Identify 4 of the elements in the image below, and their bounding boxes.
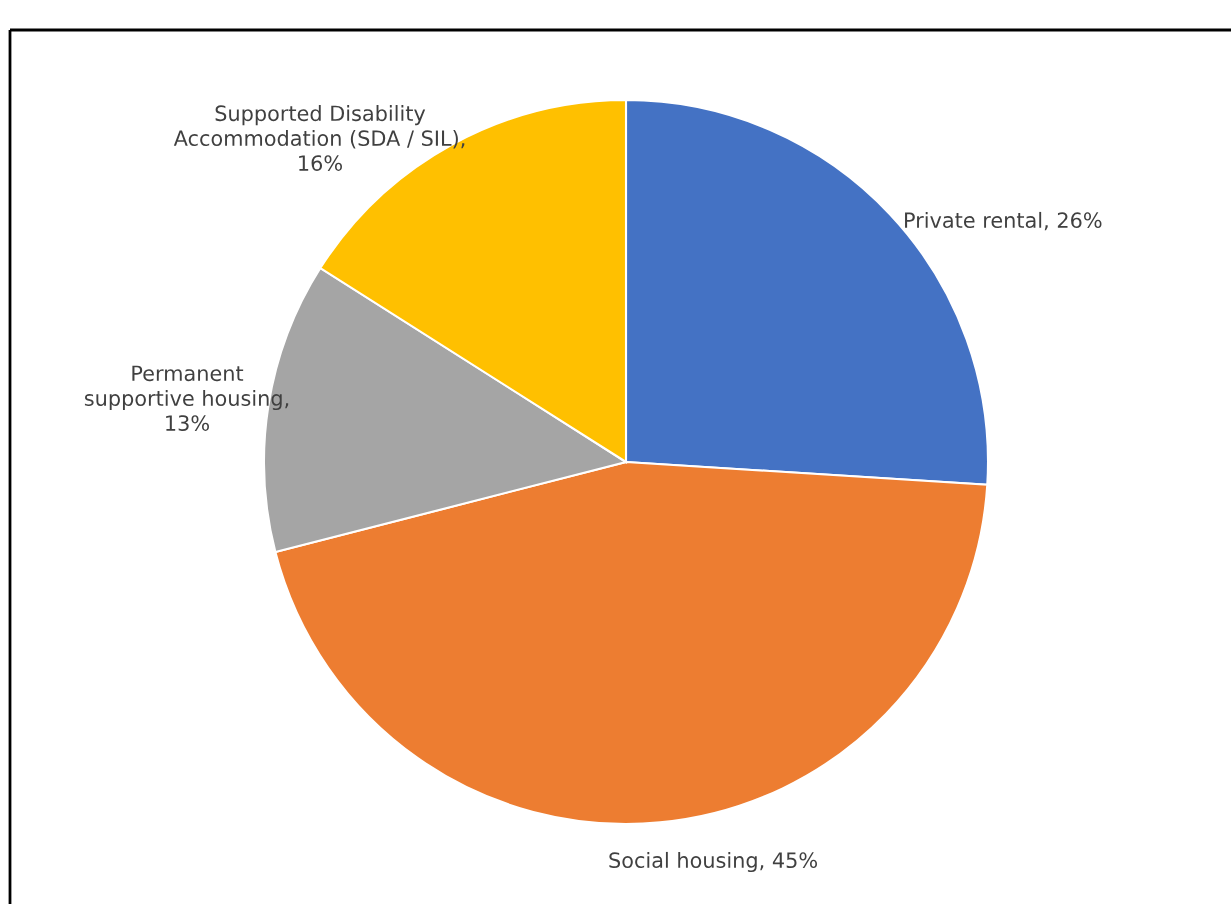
slice-label: Permanent supportive housing, 13% [84, 365, 289, 431]
slice-label: Private rental, 26% [905, 211, 1102, 231]
slice-label: Supported Disability Accommodation (SDA / SIL), 16% [173, 105, 465, 171]
slice-label: Social housing, 45% [609, 851, 818, 873]
